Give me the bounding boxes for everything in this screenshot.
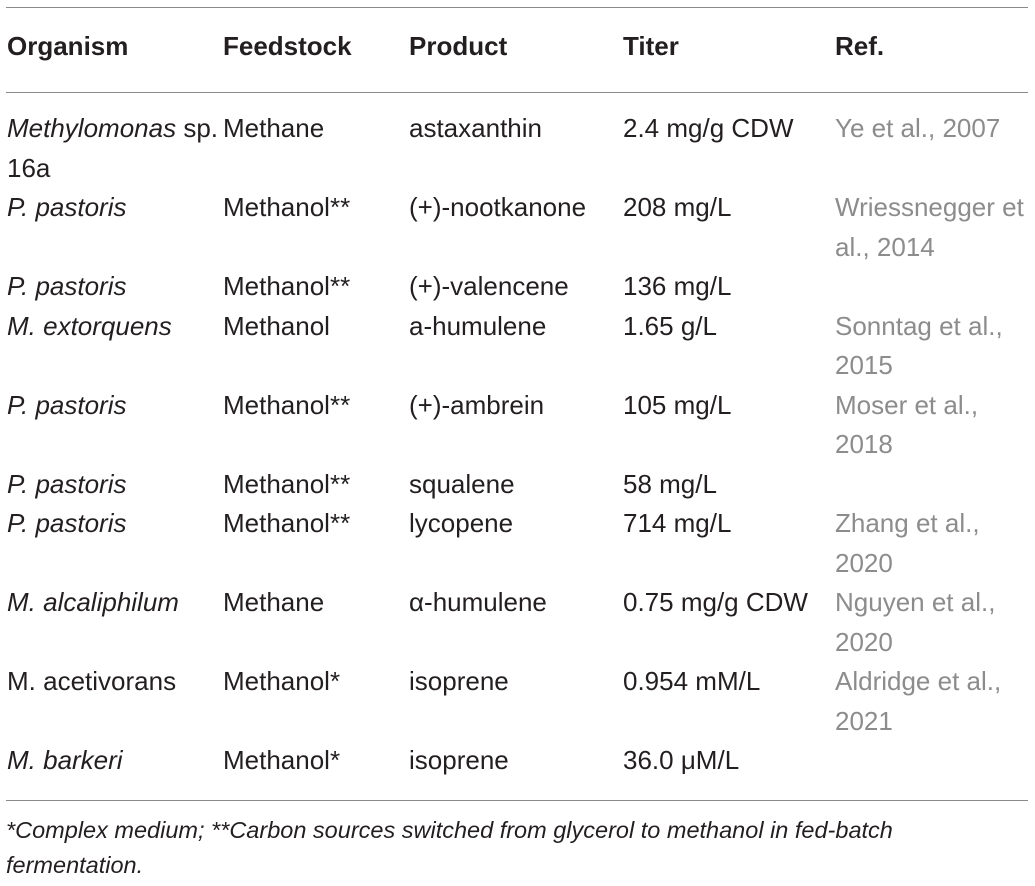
table-row: P. pastoris Methanol** squalene 58 mg/L (6, 465, 1028, 505)
cell-organism: P. pastoris (7, 192, 127, 222)
table-bottom-rule (6, 800, 1028, 801)
cell-feedstock: Methanol** (223, 468, 351, 499)
cell-ref: Zhang et al., 2020 (835, 508, 980, 578)
organism-name: Methylomonas (7, 113, 177, 143)
cell-organism: P. pastoris (7, 389, 127, 420)
cell-ref: Aldridge et al., 2021 (835, 666, 1002, 736)
cell-organism: M. acetivorans (7, 666, 177, 696)
cell-ref: Ye et al., 2007 (835, 113, 1001, 143)
cell-titer: 105 mg/L (623, 389, 732, 420)
cell-organism: P. pastoris (7, 271, 127, 301)
table-row: P. pastoris Methanol** (+)-nootkanone 20… (6, 188, 1028, 267)
table-row: M. alcaliphilum Methane α-humulene 0.75 … (6, 583, 1028, 662)
cell-product: a-humulene (409, 310, 547, 341)
table-row: M. acetivorans Methanol* isoprene 0.954 … (6, 662, 1028, 741)
cell-titer: 0.954 mM/L (623, 666, 761, 696)
table-footnote: *Complex medium; **Carbon sources switch… (6, 817, 893, 878)
cell-ref: Moser et al., 2018 (835, 389, 979, 460)
cell-ref (834, 741, 1028, 781)
table-top-rule (6, 7, 1028, 8)
organism-suffix: sp. 16a (7, 113, 218, 183)
cell-titer: 2.4 mg/g CDW (623, 113, 794, 143)
cell-ref (834, 267, 1028, 307)
cell-titer: 58 mg/L (623, 468, 717, 499)
cell-ref: Sonntag et al., 2015 (835, 310, 1003, 381)
cell-product: (+)-ambrein (409, 389, 545, 420)
header-titer: Titer (623, 30, 679, 61)
cell-feedstock: Methanol** (223, 508, 351, 538)
header-feedstock: Feedstock (223, 30, 352, 61)
cell-product: squalene (409, 468, 515, 499)
table-row: P. pastoris Methanol** (+)-ambrein 105 m… (6, 386, 1028, 465)
cell-organism: Methylomonas sp. 16a (6, 92, 222, 188)
cell-ref (834, 465, 1028, 505)
cell-organism: M. alcaliphilum (7, 587, 179, 617)
cell-organism: P. pastoris (7, 468, 127, 499)
cell-product: (+)-valencene (409, 271, 569, 301)
cell-titer: 208 mg/L (623, 192, 732, 222)
table-row: M. barkeri Methanol* isoprene 36.0 μM/L (6, 741, 1028, 781)
cell-titer: 136 mg/L (623, 271, 732, 301)
cell-organism: P. pastoris (7, 508, 127, 538)
cell-feedstock: Methane (223, 587, 325, 617)
cell-titer: 36.0 μM/L (623, 745, 740, 775)
cell-product: isoprene (409, 666, 509, 696)
cell-feedstock: Methanol* (223, 745, 341, 775)
cell-organism: M. barkeri (7, 745, 123, 775)
table-header-row: Organism Feedstock Product Titer Ref. (6, 0, 1028, 92)
cell-feedstock: Methane (223, 113, 325, 143)
cell-organism: M. extorquens (7, 310, 172, 341)
table-row: P. pastoris Methanol** lycopene 714 mg/L… (6, 504, 1028, 583)
cell-feedstock: Methanol (223, 310, 330, 341)
header-ref: Ref. (835, 30, 885, 61)
cell-product: astaxanthin (409, 113, 542, 143)
table-row: M. extorquens Methanol a-humulene 1.65 g… (6, 307, 1028, 386)
cell-feedstock: Methanol** (223, 389, 351, 420)
header-organism: Organism (7, 30, 129, 61)
table-row: Methylomonas sp. 16a Methane astaxanthin… (6, 92, 1028, 188)
data-table: Organism Feedstock Product Titer Ref. Me… (6, 0, 1028, 781)
table-row: P. pastoris Methanol** (+)-valencene 136… (6, 267, 1028, 307)
cell-titer: 714 mg/L (623, 508, 732, 538)
cell-product: isoprene (409, 745, 509, 775)
cell-titer: 0.75 mg/g CDW (623, 587, 808, 617)
cell-product: (+)-nootkanone (409, 192, 587, 222)
cell-ref: Nguyen et al., 2020 (835, 587, 996, 657)
cell-ref: Wriessnegger et al., 2014 (835, 192, 1024, 262)
cell-product: lycopene (409, 508, 514, 538)
cell-product: α-humulene (409, 587, 547, 617)
cell-titer: 1.65 g/L (623, 310, 717, 341)
table-header-rule (6, 92, 1028, 93)
cell-feedstock: Methanol* (223, 666, 341, 696)
cell-feedstock: Methanol** (223, 192, 351, 222)
header-product: Product (409, 30, 508, 61)
cell-feedstock: Methanol** (223, 271, 351, 301)
